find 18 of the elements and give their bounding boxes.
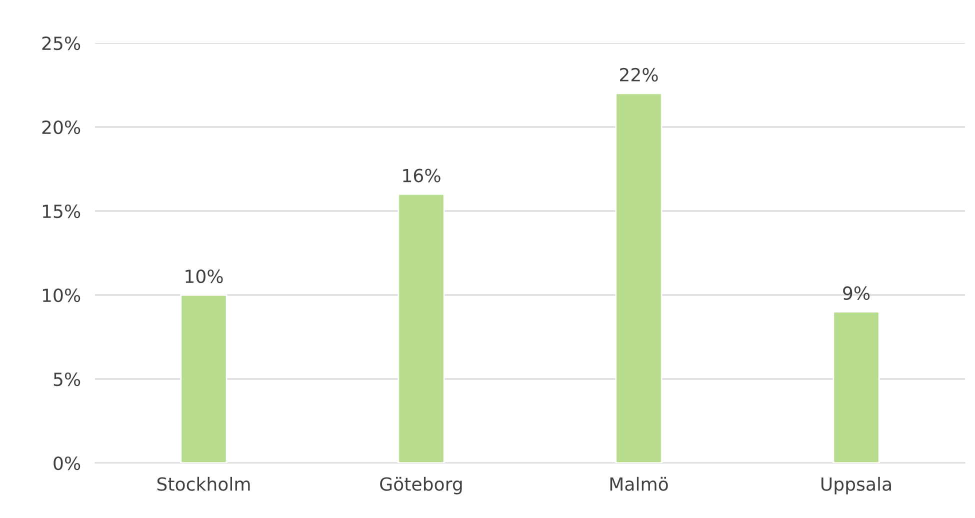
x-tick-label: Göteborg	[380, 476, 462, 494]
y-tick-label: 20%	[42, 120, 80, 134]
data-label: 22%	[620, 68, 658, 82]
x-tick-label: Uppsala	[821, 476, 891, 494]
y-tick-label: 25%	[42, 36, 80, 50]
y-tick-label: 15%	[42, 204, 80, 218]
y-tick-label: 5%	[54, 372, 80, 386]
x-tick-label: Malmö	[610, 476, 668, 491]
bar	[180, 294, 228, 463]
bar	[398, 194, 445, 463]
bar	[615, 92, 662, 463]
data-label: 9%	[843, 286, 870, 300]
data-label: 16%	[403, 168, 440, 182]
x-tick-label: Stockholm	[157, 476, 250, 491]
bar	[832, 311, 880, 463]
y-tick-label: 0%	[54, 456, 80, 470]
y-tick-label: 10%	[42, 288, 80, 302]
data-label: 10%	[186, 270, 223, 284]
